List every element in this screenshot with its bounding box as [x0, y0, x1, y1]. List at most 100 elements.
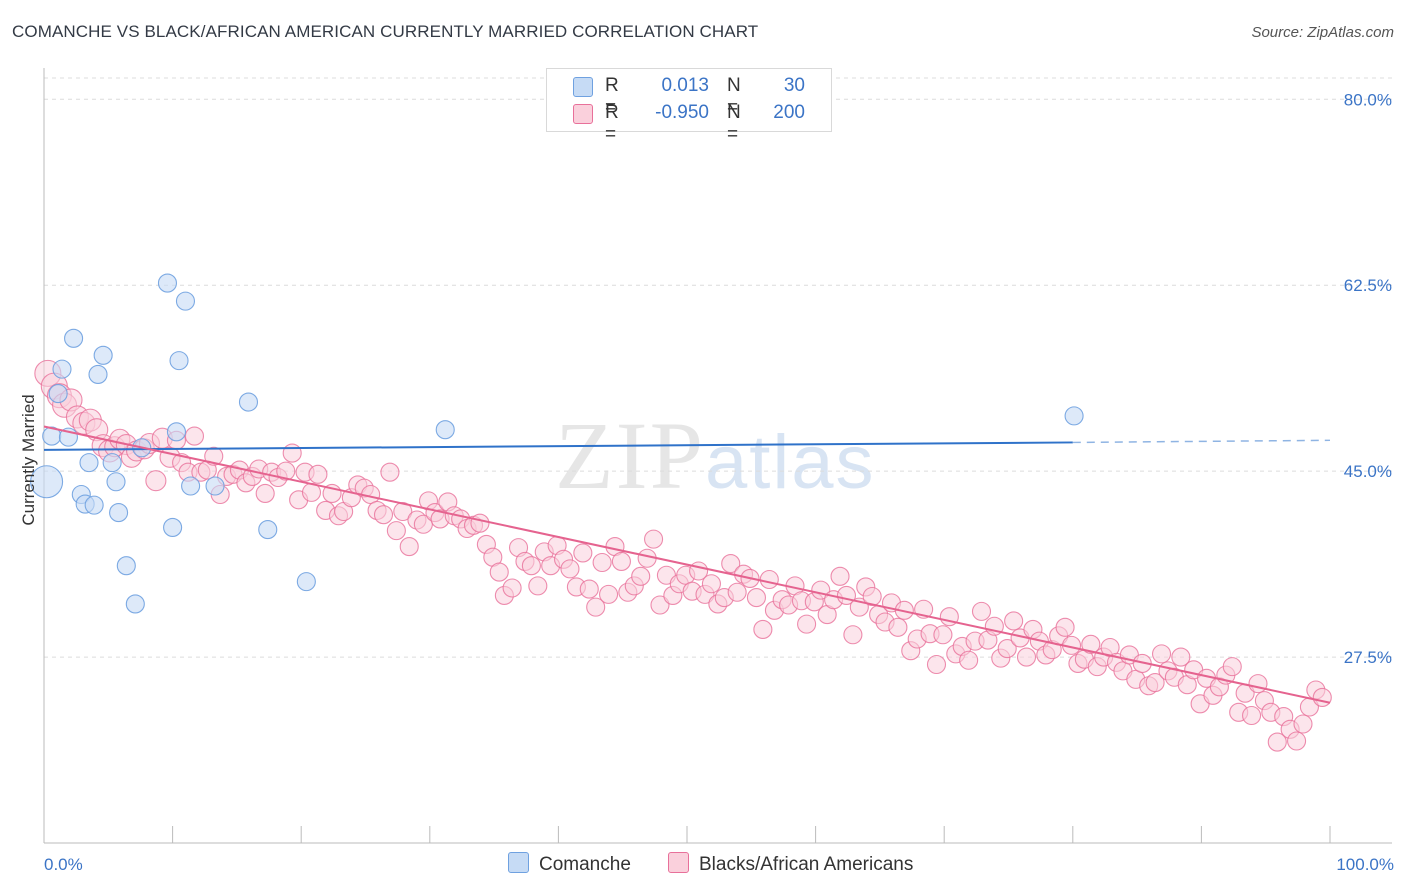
black-point	[573, 543, 593, 563]
comanche-point	[64, 328, 84, 348]
comanche-point	[157, 273, 178, 293]
black-point	[560, 559, 580, 579]
black-point	[797, 614, 817, 634]
source-label: Source: ZipAtlas.com	[1251, 24, 1394, 41]
black-point	[926, 654, 947, 675]
legend-r-value: 0.013	[661, 75, 709, 96]
bottom-legend-swatch-black	[668, 852, 689, 873]
comanche-point	[52, 359, 72, 379]
black-point	[386, 521, 406, 541]
comanche-point	[109, 503, 129, 523]
black-point	[862, 586, 882, 607]
black-point	[592, 552, 612, 573]
black-point	[644, 529, 664, 549]
black-point	[308, 464, 328, 484]
black-point	[184, 426, 205, 446]
black-point	[276, 461, 296, 481]
y-axis-label: Currently Married	[19, 394, 38, 525]
black-point	[528, 576, 548, 596]
black-point	[753, 619, 773, 639]
black-point	[650, 595, 670, 615]
black-point	[1293, 714, 1313, 734]
black-point	[1151, 644, 1172, 664]
black-trend-line	[43, 425, 1331, 704]
black-point	[1248, 674, 1268, 694]
black-point	[1267, 732, 1287, 752]
legend-r-label: R =	[605, 102, 619, 145]
legend-r-label: R =	[605, 75, 619, 118]
black-point	[255, 483, 275, 503]
legend-swatch-comanche	[573, 77, 593, 97]
black-point	[1055, 617, 1075, 637]
black-point	[380, 462, 400, 482]
black-point	[971, 601, 992, 621]
tick-labels: 27.5% 45.0% 62.5% 80.0% 0.0% 100.0% Currently …	[19, 90, 1394, 874]
black-point	[1145, 673, 1165, 693]
bottom-legend-comanche: Comanche	[508, 852, 631, 876]
series-black-points	[34, 359, 1332, 752]
comanche-point	[166, 422, 187, 442]
x-tick-label: 0.0%	[44, 855, 83, 874]
comanche-point	[169, 351, 189, 371]
black-point	[373, 505, 394, 525]
comanche-point	[435, 420, 455, 440]
black-point	[204, 446, 224, 466]
comanche-point	[205, 476, 225, 496]
black-point	[701, 574, 721, 594]
black-point	[727, 582, 747, 602]
comanche-point	[238, 392, 259, 412]
legend-n-label: N =	[727, 102, 741, 145]
black-point	[1004, 611, 1024, 631]
black-point	[470, 513, 490, 533]
black-point	[1081, 634, 1101, 654]
black-point	[1312, 687, 1332, 707]
comanche-trend-line	[43, 441, 1073, 451]
legend-r-value: -0.950	[655, 102, 709, 123]
black-point	[1242, 705, 1262, 726]
black-point	[393, 501, 413, 522]
comanche-point	[163, 517, 183, 537]
black-point	[1287, 731, 1307, 751]
black-point	[746, 588, 766, 608]
black-point	[1016, 647, 1037, 667]
comanche-point	[181, 476, 201, 496]
black-point	[489, 562, 509, 582]
bottom-legend-swatch-comanche	[508, 852, 529, 873]
black-point	[843, 625, 863, 645]
bottom-legend-black: Blacks/African Americans	[668, 852, 913, 876]
y-tick-label: 62.5%	[1344, 276, 1392, 295]
black-point	[631, 566, 651, 586]
x-tick-label: 100.0%	[1336, 855, 1394, 874]
legend-n-value: 200	[773, 102, 805, 123]
bottom-legend-label-comanche: Comanche	[539, 854, 631, 875]
axes	[43, 68, 1392, 844]
comanche-point	[48, 384, 68, 404]
black-point	[599, 584, 619, 604]
comanche-point	[125, 594, 145, 614]
series-comanche-points	[30, 273, 1084, 614]
black-point	[399, 537, 419, 557]
trend-lines	[43, 425, 1331, 704]
comanche-point	[106, 472, 126, 492]
comanche-point	[79, 453, 99, 473]
comanche-point	[84, 495, 104, 515]
comanche-point	[102, 453, 122, 473]
y-tick-label: 45.0%	[1344, 462, 1392, 481]
black-point	[721, 554, 741, 574]
black-point	[579, 579, 599, 599]
comanche-point	[116, 556, 136, 576]
black-point	[611, 551, 631, 571]
legend-swatch-black	[573, 104, 593, 124]
black-point	[1222, 657, 1242, 677]
comanche-trend-extension	[1072, 439, 1331, 444]
comanche-point	[30, 465, 64, 499]
gridlines	[44, 77, 1392, 658]
correlation-legend: R = 0.013 N = 30 R = -0.950 N = 200	[546, 68, 832, 145]
black-point	[830, 566, 850, 586]
black-point	[1171, 647, 1191, 667]
black-point	[888, 617, 908, 637]
comanche-point	[258, 520, 278, 540]
black-point	[282, 443, 302, 463]
legend-n-value: 30	[783, 75, 805, 96]
